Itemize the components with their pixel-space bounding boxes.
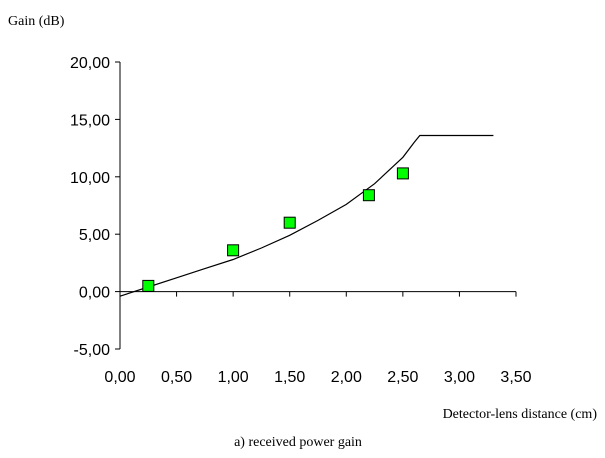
data-point-marker	[283, 216, 296, 229]
y-tick-label: 0,00	[79, 285, 110, 302]
axes	[119, 62, 516, 349]
data-point-marker	[362, 189, 375, 202]
data-point-marker	[142, 279, 155, 292]
y-axis-label: Gain (dB)	[8, 14, 65, 29]
fitted-curve-group	[119, 134, 494, 297]
x-tick-label: 1,00	[218, 369, 249, 386]
x-tick-label: 2,00	[331, 369, 362, 386]
measured-points-group	[142, 167, 409, 292]
x-tick-label: 0,50	[161, 369, 192, 386]
data-point-marker	[396, 167, 409, 180]
y-ticks: -5,00 0,00 5,00 10,00 15,00 20,00	[70, 55, 120, 359]
x-tick-label: 0,00	[104, 369, 135, 386]
y-tick-label: 5,00	[79, 227, 110, 244]
x-tick-label: 3,50	[500, 369, 531, 386]
x-tick-label: 1,50	[274, 369, 305, 386]
y-tick-label: 15,00	[70, 112, 110, 129]
x-tick-label: 3,00	[444, 369, 475, 386]
data-point-marker	[227, 244, 240, 257]
y-tick-label: 10,00	[70, 170, 110, 187]
x-axis-label: Detector-lens distance (cm)	[443, 407, 598, 422]
x-tick-label: 2,50	[387, 369, 418, 386]
y-tick-label: -5,00	[74, 342, 111, 359]
x-ticks: 0,00 0,50 1,00 1,50 2,00 2,50 3,00 3,50	[104, 291, 532, 386]
fitted-curve-line	[119, 134, 494, 297]
chart-caption: a) received power gain	[234, 435, 362, 450]
y-tick-label: 20,00	[70, 55, 110, 72]
